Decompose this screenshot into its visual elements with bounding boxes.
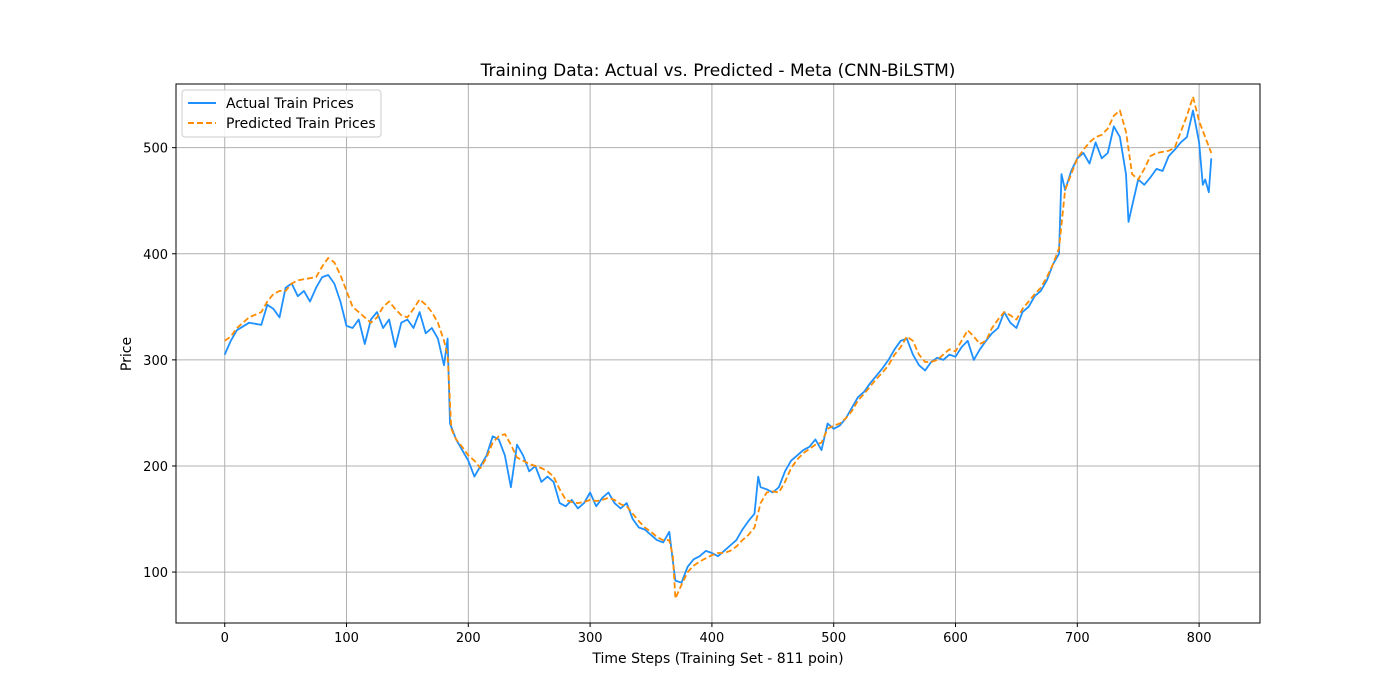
series-line-predicted (224, 95, 1213, 600)
x-tick-label: 200 (456, 631, 481, 646)
y-tick-label: 300 (143, 354, 168, 369)
y-tick-label: 400 (143, 248, 168, 263)
y-tick-label: 100 (143, 566, 168, 581)
x-tick-label: 700 (1065, 631, 1090, 646)
series-layer (223, 95, 1213, 600)
y-axis-ticks: 100 200 300 400 500 (143, 142, 176, 581)
x-tick-label: 600 (943, 631, 968, 646)
x-tick-label: 100 (334, 631, 359, 646)
x-tick-label: 500 (821, 631, 846, 646)
x-axis-ticks: 0 100 200 300 400 500 600 700 800 (221, 623, 1212, 646)
legend-box (181, 89, 382, 138)
legend-entry-predicted: Predicted Train Prices (226, 116, 376, 132)
legend-entry-actual: Actual Train Prices (226, 96, 354, 112)
plot-frame (175, 83, 1261, 624)
x-tick-label: 800 (1187, 631, 1212, 646)
chart-title: Training Data: Actual vs. Predicted - Me… (480, 61, 956, 81)
x-tick-label: 0 (221, 631, 229, 646)
x-tick-label: 300 (578, 631, 603, 646)
legend: Actual Train Prices Predicted Train Pric… (181, 89, 382, 138)
x-axis-label: Time Steps (Training Set - 811 poin) (591, 651, 843, 667)
series-line-actual (223, 109, 1213, 584)
grid-lines (176, 84, 1260, 623)
x-tick-label: 400 (699, 631, 724, 646)
y-tick-label: 500 (143, 142, 168, 157)
y-tick-label: 200 (143, 460, 168, 475)
y-axis-label: Price (119, 337, 135, 371)
